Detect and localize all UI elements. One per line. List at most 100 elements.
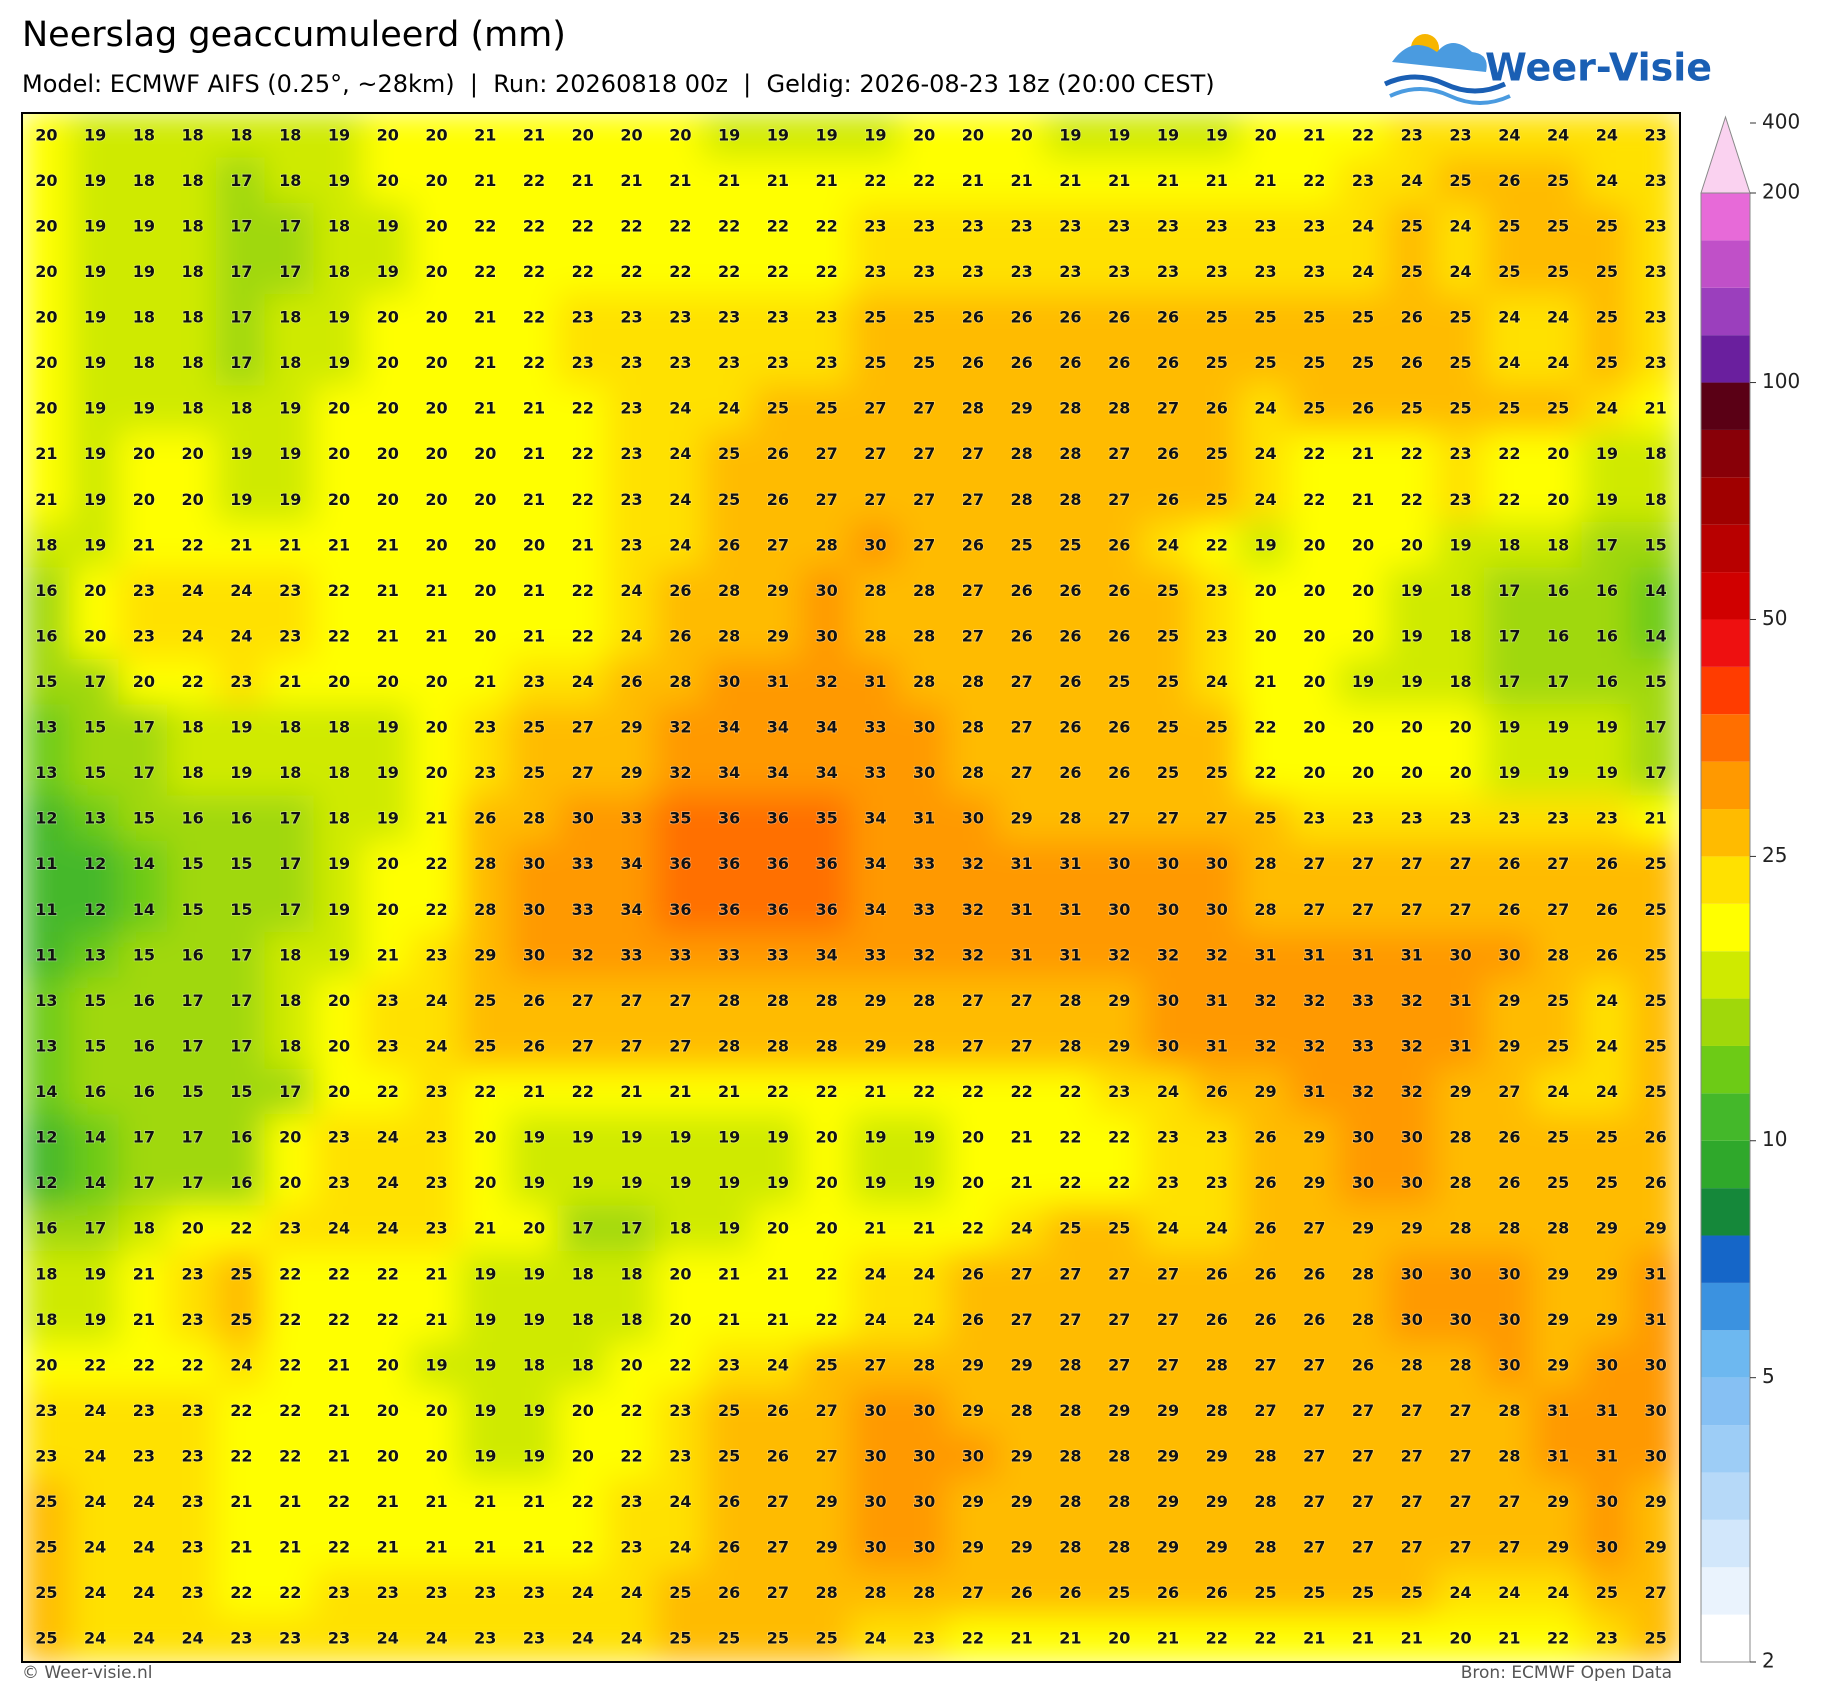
field-cell <box>1630 157 1680 206</box>
field-cell <box>1386 1114 1438 1162</box>
grid-value: 30 <box>1157 854 1179 873</box>
grid-value: 27 <box>620 1036 642 1055</box>
field-cell <box>1288 294 1340 342</box>
grid-value: 21 <box>474 171 496 190</box>
grid-value: 26 <box>1059 626 1081 645</box>
field-cell <box>606 248 657 297</box>
field-cell <box>1386 476 1438 525</box>
grid-value: 18 <box>328 763 350 782</box>
field-cell <box>1093 886 1145 935</box>
field-cell <box>801 1250 852 1299</box>
grid-value: 24 <box>669 444 691 463</box>
grid-value: 19 <box>1596 444 1618 463</box>
grid-value: 30 <box>913 718 935 737</box>
field-cell <box>1435 567 1486 616</box>
grid-value: 16 <box>182 945 204 964</box>
field-cell <box>118 795 170 843</box>
grid-value: 28 <box>1059 399 1081 418</box>
grid-value: 21 <box>279 672 301 691</box>
field-cell <box>1288 840 1340 889</box>
field-cell <box>1142 1615 1194 1662</box>
field-cell <box>1288 1615 1340 1662</box>
field-cell <box>850 977 901 1026</box>
field-cell <box>850 1342 901 1390</box>
grid-value: 27 <box>913 444 935 463</box>
field-cell <box>1435 385 1486 433</box>
grid-value: 19 <box>133 216 155 235</box>
field-cell <box>411 613 462 661</box>
field-cell <box>1240 1387 1291 1436</box>
field-cell <box>69 840 121 889</box>
grid-value: 30 <box>1644 1446 1666 1465</box>
grid-value: 28 <box>1206 1355 1228 1374</box>
grid-value: 19 <box>279 490 301 509</box>
colorbar-bin <box>1701 1614 1750 1662</box>
field-cell <box>996 522 1048 570</box>
title: Neerslag geaccumuleerd (mm) <box>22 15 566 55</box>
grid-value: 28 <box>913 581 935 600</box>
field-cell <box>508 1569 560 1618</box>
colorbar-bin <box>1701 524 1750 573</box>
grid-value: 34 <box>864 809 886 828</box>
field-cell <box>1435 113 1486 160</box>
grid-value: 31 <box>1449 1036 1471 1055</box>
grid-value: 25 <box>1303 399 1325 418</box>
grid-value: 20 <box>962 125 984 144</box>
grid-value: 34 <box>815 945 837 964</box>
field-cell <box>1435 1433 1486 1481</box>
grid-value: 24 <box>620 1629 642 1648</box>
grid-value: 19 <box>1206 125 1228 144</box>
grid-value: 26 <box>962 1310 984 1329</box>
field-cell <box>459 385 511 433</box>
field-cell <box>508 476 560 525</box>
grid-value: 30 <box>1449 945 1471 964</box>
grid-value: 19 <box>84 490 106 509</box>
grid-value: 18 <box>133 1219 155 1238</box>
field-cell <box>1288 1068 1340 1117</box>
grid-value: 22 <box>230 1401 252 1420</box>
grid-value: 20 <box>425 718 447 737</box>
field-cell <box>459 294 511 342</box>
field-cell <box>313 932 365 980</box>
grid-value: 18 <box>279 308 301 327</box>
grid-value: 20 <box>133 490 155 509</box>
grid-value: 26 <box>1498 171 1520 190</box>
grid-value: 23 <box>279 626 301 645</box>
grid-value: 23 <box>230 672 252 691</box>
grid-value: 22 <box>620 216 642 235</box>
field-cell <box>1045 1068 1096 1117</box>
grid-value: 26 <box>1206 399 1228 418</box>
field-cell <box>411 795 462 843</box>
field-cell <box>1093 704 1145 752</box>
grid-value: 18 <box>133 353 155 372</box>
field-cell <box>1532 430 1584 479</box>
grid-value: 16 <box>133 1036 155 1055</box>
grid-value: 23 <box>1352 809 1374 828</box>
grid-value: 23 <box>328 1128 350 1147</box>
field-cell <box>1337 476 1389 525</box>
grid-value: 26 <box>523 1036 545 1055</box>
colorbar-bin <box>1701 856 1750 904</box>
grid-value: 28 <box>1059 444 1081 463</box>
field-cell <box>801 522 852 570</box>
grid-value: 19 <box>523 1310 545 1329</box>
field-cell <box>1337 886 1389 935</box>
field-cell <box>801 704 852 752</box>
field-cell <box>1435 522 1486 570</box>
field-cell <box>1142 1478 1194 1527</box>
grid-value: 24 <box>1449 216 1471 235</box>
grid-value: 21 <box>1352 444 1374 463</box>
colorbar-bin <box>1701 477 1750 525</box>
grid-value: 33 <box>864 718 886 737</box>
field-cell <box>411 430 462 479</box>
field-cell <box>606 1159 657 1208</box>
grid-value: 22 <box>1059 1082 1081 1101</box>
grid-value: 23 <box>425 1219 447 1238</box>
grid-value: 20 <box>84 626 106 645</box>
field-cell <box>167 113 219 160</box>
grid-value: 20 <box>425 171 447 190</box>
field-cell <box>167 1387 219 1436</box>
grid-value: 21 <box>133 1264 155 1283</box>
grid-value: 23 <box>1401 809 1423 828</box>
field-cell <box>1581 203 1633 251</box>
